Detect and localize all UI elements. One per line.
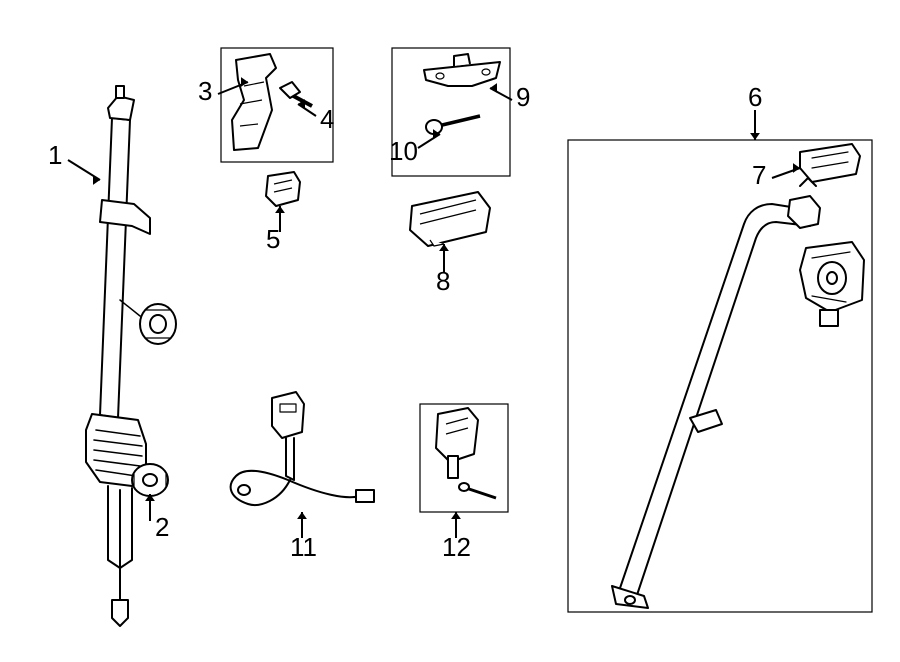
callout-label-2: 2: [155, 512, 169, 542]
box-6: [568, 140, 872, 612]
part-anchor-plate: [424, 54, 500, 134]
part-rear-belt-assembly: [612, 144, 864, 608]
callout-label-6: 6: [748, 82, 762, 112]
callout-label-1: 1: [48, 140, 62, 170]
part-anchor-cap: [266, 172, 300, 206]
part-center-buckle: [436, 408, 496, 498]
part-bezel-cover: [410, 192, 490, 246]
callout-boxes: [221, 48, 872, 612]
part-upper-guide: [800, 144, 860, 182]
callout-arrow-head-7: [793, 163, 800, 173]
callout-11: 11: [290, 512, 317, 562]
part-bolt-4: [280, 82, 312, 106]
callout-label-4: 4: [320, 104, 334, 134]
callout-7: 7: [752, 160, 800, 190]
part-height-adjuster: [232, 54, 312, 150]
callout-4: 4: [298, 99, 334, 134]
callout-8: 8: [436, 244, 450, 296]
callout-arrow-head-12: [451, 512, 461, 519]
callout-arrow-head-9: [490, 83, 497, 93]
callout-label-11: 11: [290, 532, 317, 562]
callout-5: 5: [266, 206, 285, 254]
part-buckle-wire: [231, 392, 374, 505]
part-seat-belt-retractor: [86, 86, 176, 626]
callout-6: 6: [748, 82, 762, 140]
callout-label-3: 3: [198, 76, 212, 106]
callout-12: 12: [442, 512, 471, 562]
callout-label-9: 9: [516, 82, 530, 112]
callout-arrow-head-6: [750, 133, 760, 140]
callout-arrow-head-11: [297, 512, 307, 519]
callout-label-7: 7: [752, 160, 766, 190]
callout-label-5: 5: [266, 224, 280, 254]
callout-arrow-head-5: [275, 206, 285, 213]
callout-arrow-head-1: [93, 175, 100, 185]
callout-label-10: 10: [389, 136, 418, 166]
callout-2: 2: [145, 494, 169, 542]
part-grommet: [132, 464, 168, 496]
callout-1: 1: [48, 140, 100, 185]
